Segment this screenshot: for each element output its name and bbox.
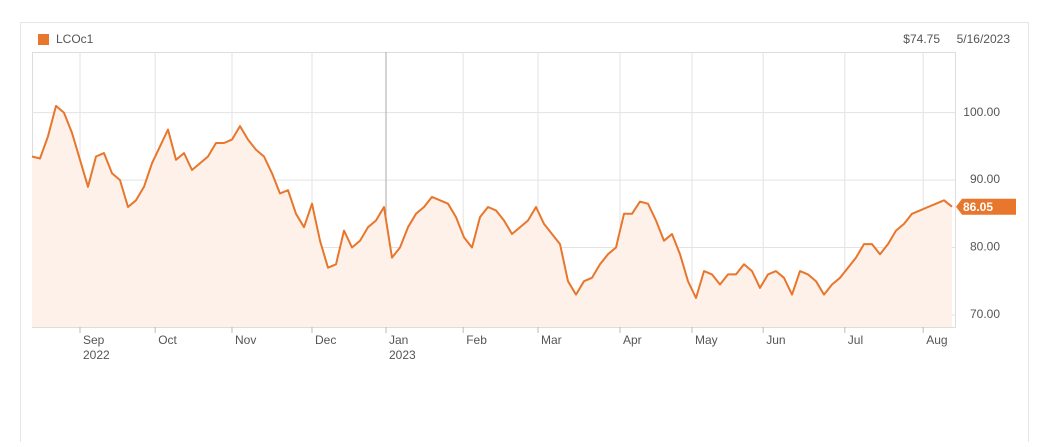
x-tick-label: Jan: [389, 333, 408, 347]
x-tick-label: Apr: [623, 333, 642, 347]
x-tick-label: Mar: [541, 333, 562, 347]
y-tick-label: 100.00: [963, 105, 1000, 119]
x-tick-label: Oct: [158, 333, 177, 347]
x-tick-label: Sep: [83, 333, 105, 347]
x-tick-label: Aug: [926, 333, 947, 347]
y-tick-label: 80.00: [970, 240, 1000, 254]
year-label: 2022: [83, 348, 110, 362]
last-value-label: 86.05: [963, 200, 993, 214]
x-tick-label: Jul: [848, 333, 863, 347]
x-tick-label: Dec: [315, 333, 336, 347]
last-value-badge: [956, 198, 1016, 215]
legend-label: LCOc1: [56, 32, 94, 46]
y-tick-label: 90.00: [970, 172, 1000, 186]
hover-date: 5/16/2023: [957, 32, 1011, 46]
x-tick-label: Jun: [766, 333, 785, 347]
area: [32, 105, 952, 328]
y-tick-label: 70.00: [970, 307, 1000, 321]
x-tick-label: Feb: [466, 333, 487, 347]
line: [31, 104, 953, 299]
year-label: 2023: [389, 348, 416, 362]
hover-price: $74.75: [903, 32, 940, 46]
x-tick-label: May: [695, 333, 718, 347]
x-tick-label: Nov: [235, 333, 256, 347]
legend-swatch: [38, 34, 49, 45]
